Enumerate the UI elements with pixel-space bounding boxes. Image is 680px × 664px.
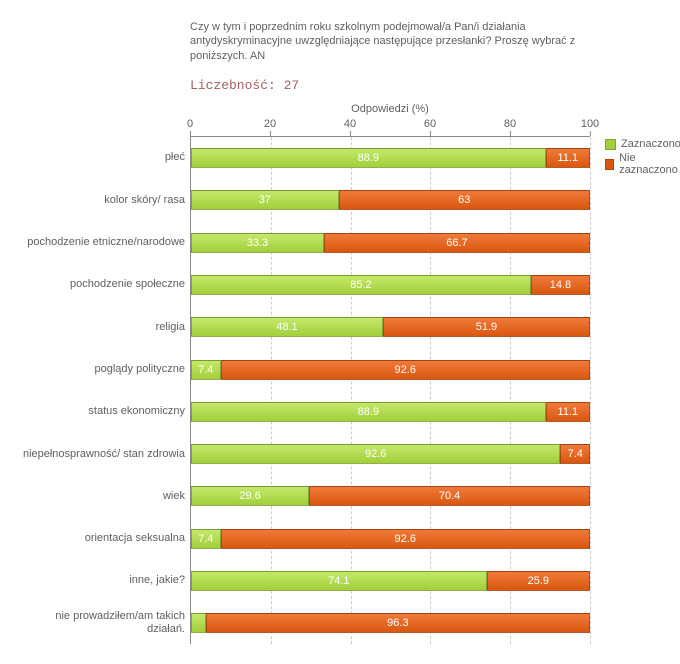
plot-area: 020406080100 płeć88.911.1kolor skóry/ ra… — [190, 118, 590, 645]
x-tick: 80 — [504, 118, 516, 130]
x-axis-title: Odpowiedzi (%) — [190, 103, 590, 115]
row-label: religia — [15, 321, 185, 334]
bar-wrap: 85.214.8 — [191, 275, 590, 295]
chart-row: płeć88.911.1 — [191, 137, 590, 179]
bar-wrap: 7.492.6 — [191, 529, 590, 549]
chart-row: pochodzenie społeczne85.214.8 — [191, 264, 590, 306]
bar-wrap: 33.366.7 — [191, 233, 590, 253]
row-label: płeć — [15, 151, 185, 164]
legend-label: Zaznaczono — [621, 138, 680, 150]
bar-segment-not-marked: 66.7 — [324, 233, 590, 253]
row-label: pochodzenie etniczne/narodowe — [15, 236, 185, 249]
bar-wrap: 3763 — [191, 190, 590, 210]
bar-wrap: 7.492.6 — [191, 360, 590, 380]
chart-row: niepełnosprawność/ stan zdrowia92.67.4 — [191, 433, 590, 475]
bar-segment-marked: 88.9 — [191, 148, 546, 168]
row-label: wiek — [15, 490, 185, 503]
bar-segment-marked: 74.1 — [191, 571, 487, 591]
legend: Zaznaczono Nie zaznaczono — [605, 138, 680, 178]
chart-row: orientacja seksualna7.492.6 — [191, 518, 590, 560]
bar-segment-not-marked: 96.3 — [206, 613, 590, 633]
bar-segment-not-marked: 14.8 — [531, 275, 590, 295]
legend-swatch-not-marked — [605, 159, 614, 170]
x-tick: 40 — [344, 118, 356, 130]
bar-wrap: 88.911.1 — [191, 402, 590, 422]
bars-area: płeć88.911.1kolor skóry/ rasa3763pochodz… — [190, 137, 590, 645]
bar-segment-not-marked: 70.4 — [309, 486, 590, 506]
chart-row: kolor skóry/ rasa3763 — [191, 179, 590, 221]
chart-row: pochodzenie etniczne/narodowe33.366.7 — [191, 221, 590, 263]
row-label: orientacja seksualna — [15, 532, 185, 545]
bar-segment-marked: 29.6 — [191, 486, 309, 506]
bar-segment-marked: 37 — [191, 190, 339, 210]
bar-segment-marked: 48.1 — [191, 317, 383, 337]
row-label: nie prowadziłem/am takich działań. — [15, 610, 185, 636]
chart-row: status ekonomiczny88.911.1 — [191, 391, 590, 433]
row-label: kolor skóry/ rasa — [15, 194, 185, 207]
bar-segment-marked: 7.4 — [191, 529, 221, 549]
bar-segment-marked: 7.4 — [191, 360, 221, 380]
row-label: poglądy polityczne — [15, 363, 185, 376]
bar-segment-not-marked: 11.1 — [546, 148, 590, 168]
legend-label: Nie zaznaczono — [619, 152, 680, 176]
legend-swatch-marked — [605, 139, 616, 150]
bar-wrap: 96.3 — [191, 613, 590, 633]
bar-segment-marked: 88.9 — [191, 402, 546, 422]
row-label: inne, jakie? — [15, 574, 185, 587]
bar-segment-not-marked: 92.6 — [221, 360, 590, 380]
row-label: niepełnosprawność/ stan zdrowia — [15, 448, 185, 461]
bar-segment-not-marked: 51.9 — [383, 317, 590, 337]
chart-container: Czy w tym i poprzednim roku szkolnym pod… — [10, 20, 665, 644]
chart-row: inne, jakie?74.125.9 — [191, 560, 590, 602]
chart-title: Czy w tym i poprzednim roku szkolnym pod… — [190, 20, 590, 63]
bar-segment-not-marked: 7.4 — [560, 444, 590, 464]
row-label: pochodzenie społeczne — [15, 278, 185, 291]
gridline — [590, 137, 592, 645]
chart-subtitle: Liczebność: 27 — [190, 78, 665, 93]
bar-segment-marked — [191, 613, 206, 633]
bar-segment-marked: 85.2 — [191, 275, 531, 295]
legend-item-not-marked: Nie zaznaczono — [605, 152, 680, 176]
x-tick: 60 — [424, 118, 436, 130]
bar-wrap: 29.670.4 — [191, 486, 590, 506]
bar-wrap: 88.911.1 — [191, 148, 590, 168]
bar-segment-marked: 33.3 — [191, 233, 324, 253]
chart-row: nie prowadziłem/am takich działań.96.3 — [191, 602, 590, 644]
bar-segment-marked: 92.6 — [191, 444, 560, 464]
bar-wrap: 92.67.4 — [191, 444, 590, 464]
chart-row: poglądy polityczne7.492.6 — [191, 348, 590, 390]
x-tick: 20 — [264, 118, 276, 130]
bar-wrap: 74.125.9 — [191, 571, 590, 591]
bar-segment-not-marked: 63 — [339, 190, 590, 210]
chart-row: wiek29.670.4 — [191, 475, 590, 517]
legend-item-marked: Zaznaczono — [605, 138, 680, 150]
bar-segment-not-marked: 25.9 — [487, 571, 590, 591]
chart-row: religia48.151.9 — [191, 306, 590, 348]
bar-segment-not-marked: 92.6 — [221, 529, 590, 549]
x-axis: 020406080100 — [190, 118, 590, 137]
x-tick: 0 — [187, 118, 193, 130]
bar-wrap: 48.151.9 — [191, 317, 590, 337]
row-label: status ekonomiczny — [15, 405, 185, 418]
bar-segment-not-marked: 11.1 — [546, 402, 590, 422]
x-tick: 100 — [581, 118, 599, 130]
